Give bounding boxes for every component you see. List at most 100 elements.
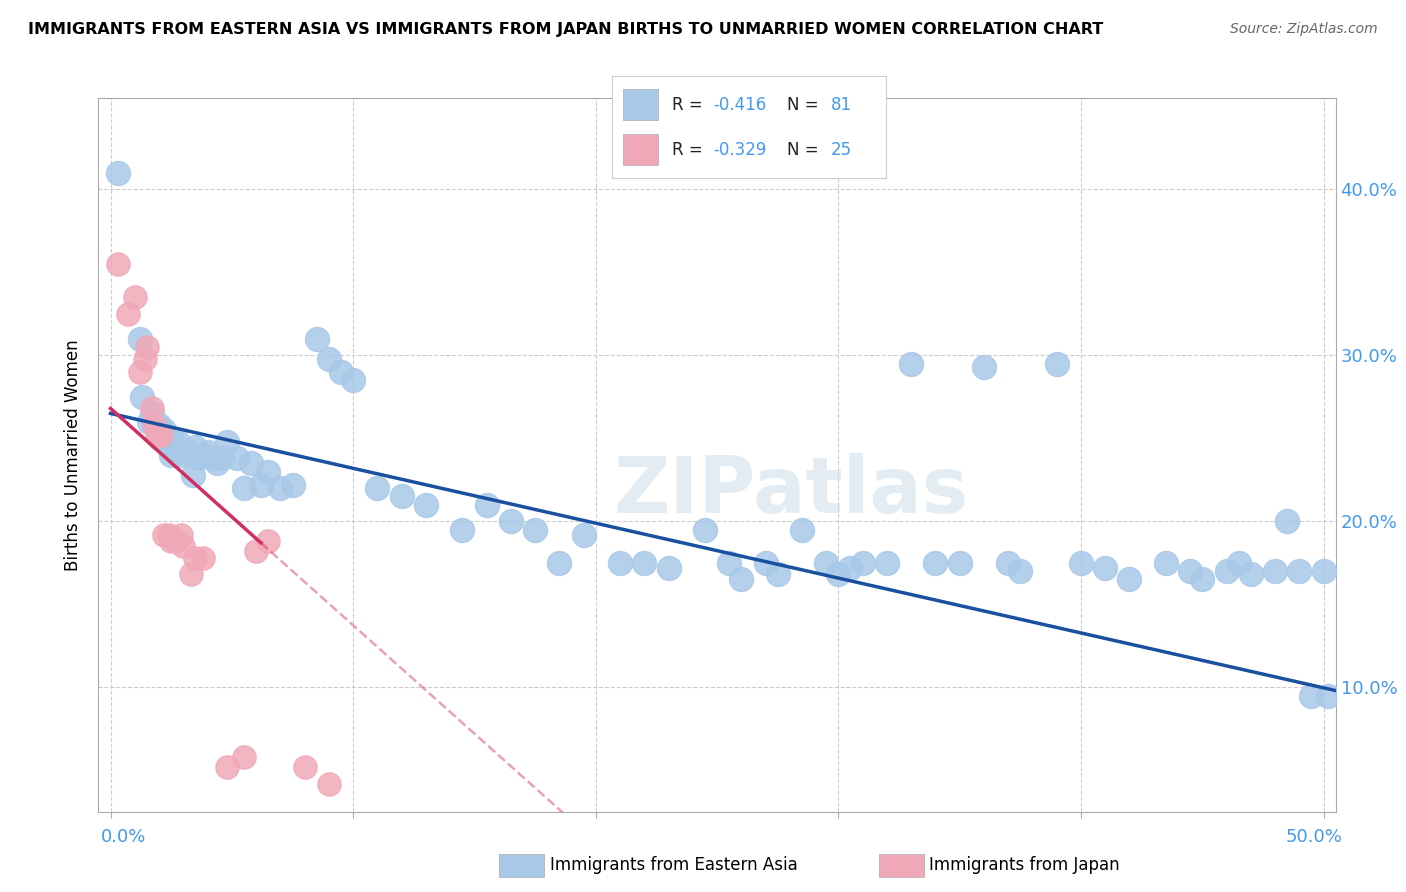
Point (143, 418, 166, 433)
Point (145, 428, 167, 442)
Point (107, 257, 129, 271)
Point (257, 534, 280, 549)
Point (201, 451, 224, 466)
Point (184, 440, 207, 454)
Point (191, 550, 214, 565)
Point (141, 406, 163, 420)
Bar (623, 89, 658, 120)
Point (160, 431, 183, 445)
Point (155, 434, 177, 449)
Point (755, 556, 778, 570)
Point (657, 561, 679, 575)
Point (815, 556, 838, 570)
Point (876, 556, 898, 570)
Point (245, 544, 267, 558)
Text: Immigrants from Eastern Asia: Immigrants from Eastern Asia (550, 856, 797, 874)
Point (136, 340, 159, 354)
Point (924, 556, 946, 570)
Point (148, 418, 170, 433)
Point (475, 498, 498, 512)
Point (1046, 357, 1069, 371)
Y-axis label: Births to Unmarried Women: Births to Unmarried Women (65, 339, 83, 571)
Point (1301, 689, 1323, 703)
Point (1240, 567, 1263, 582)
Text: -0.416: -0.416 (713, 95, 766, 113)
Point (693, 523, 716, 537)
Point (181, 467, 204, 482)
Point (157, 527, 180, 541)
Point (197, 444, 219, 458)
Point (900, 357, 922, 371)
Point (281, 477, 304, 491)
Point (143, 418, 166, 433)
Point (1094, 561, 1116, 575)
Point (148, 431, 170, 445)
Point (1010, 564, 1032, 578)
Text: 81: 81 (831, 95, 852, 113)
Point (177, 444, 200, 458)
Point (1312, 564, 1334, 578)
Point (107, 166, 129, 180)
Point (415, 498, 437, 512)
Point (1215, 564, 1237, 578)
Point (269, 481, 291, 495)
Point (499, 514, 522, 528)
Point (128, 365, 150, 379)
Point (141, 401, 163, 416)
Point (225, 451, 247, 466)
Point (766, 567, 789, 582)
Point (609, 556, 631, 570)
Bar (623, 135, 658, 165)
Point (318, 776, 340, 790)
Point (997, 556, 1019, 570)
Point (191, 448, 214, 462)
Point (131, 390, 153, 404)
Text: 0.0%: 0.0% (101, 828, 146, 846)
Point (1264, 564, 1286, 578)
Point (973, 359, 995, 374)
Point (451, 523, 474, 537)
Point (1275, 514, 1298, 528)
Point (187, 451, 209, 466)
Point (257, 465, 280, 479)
Text: IMMIGRANTS FROM EASTERN ASIA VS IMMIGRANTS FROM JAPAN BIRTHS TO UNMARRIED WOMEN : IMMIGRANTS FROM EASTERN ASIA VS IMMIGRAN… (28, 22, 1104, 37)
Point (233, 481, 256, 495)
Text: N =: N = (787, 141, 824, 159)
Point (160, 534, 183, 549)
Point (215, 434, 238, 449)
Point (342, 373, 364, 387)
Point (294, 760, 316, 774)
Point (153, 527, 176, 541)
Point (633, 556, 655, 570)
Point (718, 556, 741, 570)
Text: 50.0%: 50.0% (1286, 828, 1343, 846)
Point (318, 351, 340, 366)
Point (167, 434, 190, 449)
Point (240, 456, 263, 470)
Point (170, 527, 193, 541)
Text: Source: ZipAtlas.com: Source: ZipAtlas.com (1230, 22, 1378, 37)
Point (330, 365, 353, 379)
Text: R =: R = (672, 141, 709, 159)
Point (790, 523, 813, 537)
Point (572, 527, 595, 541)
Point (153, 423, 176, 437)
Point (172, 539, 194, 553)
Point (1191, 573, 1213, 587)
Point (211, 451, 233, 466)
Point (1227, 556, 1250, 570)
Point (1288, 564, 1310, 578)
Point (180, 567, 202, 582)
Point (949, 556, 972, 570)
Point (128, 332, 150, 346)
Text: R =: R = (672, 95, 709, 113)
Point (167, 444, 190, 458)
Point (207, 456, 229, 470)
Text: -0.329: -0.329 (713, 141, 766, 159)
Point (852, 556, 875, 570)
Point (124, 290, 146, 304)
Point (1317, 689, 1340, 703)
Point (184, 550, 207, 565)
Point (366, 481, 388, 495)
Point (1118, 573, 1140, 587)
